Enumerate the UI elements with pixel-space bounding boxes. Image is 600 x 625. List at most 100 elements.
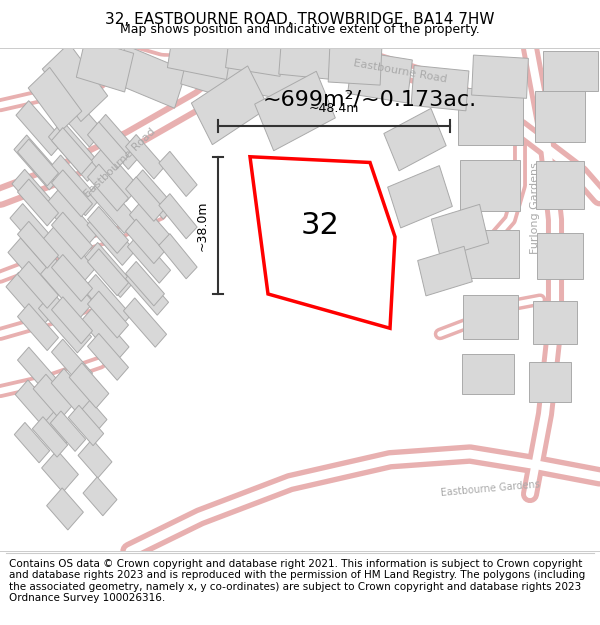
Polygon shape	[388, 166, 452, 228]
Text: Eastbourne Road: Eastbourne Road	[82, 126, 158, 199]
Polygon shape	[33, 374, 73, 419]
Polygon shape	[460, 159, 520, 211]
Polygon shape	[279, 40, 331, 79]
Polygon shape	[88, 122, 128, 169]
Polygon shape	[167, 28, 233, 79]
Polygon shape	[17, 347, 59, 394]
Polygon shape	[536, 161, 584, 209]
Polygon shape	[89, 178, 137, 233]
Polygon shape	[73, 397, 107, 436]
Polygon shape	[83, 477, 117, 516]
Polygon shape	[431, 204, 488, 258]
Polygon shape	[537, 233, 583, 279]
Text: 32, EASTBOURNE ROAD, TROWBRIDGE, BA14 7HW: 32, EASTBOURNE ROAD, TROWBRIDGE, BA14 7H…	[105, 12, 495, 27]
Polygon shape	[52, 339, 92, 386]
Polygon shape	[68, 405, 104, 446]
Polygon shape	[50, 86, 104, 147]
Polygon shape	[6, 272, 54, 327]
Polygon shape	[125, 261, 164, 306]
Polygon shape	[41, 450, 79, 493]
Polygon shape	[28, 68, 82, 132]
Polygon shape	[88, 206, 128, 253]
Polygon shape	[130, 202, 173, 251]
Polygon shape	[83, 274, 131, 329]
Polygon shape	[127, 234, 170, 283]
Polygon shape	[85, 242, 133, 298]
Polygon shape	[44, 189, 98, 250]
Polygon shape	[226, 31, 284, 76]
Polygon shape	[12, 169, 60, 224]
Polygon shape	[462, 354, 514, 394]
Polygon shape	[52, 213, 92, 259]
Polygon shape	[463, 295, 517, 339]
Polygon shape	[17, 179, 59, 226]
Polygon shape	[8, 238, 56, 293]
Polygon shape	[52, 297, 92, 344]
Polygon shape	[10, 204, 58, 259]
Polygon shape	[113, 45, 187, 108]
Polygon shape	[43, 224, 95, 284]
Text: 32: 32	[301, 211, 340, 240]
Polygon shape	[32, 417, 68, 457]
Polygon shape	[461, 230, 519, 278]
Polygon shape	[93, 114, 141, 169]
Polygon shape	[458, 88, 523, 146]
Polygon shape	[418, 246, 472, 296]
Polygon shape	[88, 249, 128, 296]
Polygon shape	[254, 71, 335, 151]
Polygon shape	[88, 333, 128, 380]
Polygon shape	[15, 380, 55, 425]
Polygon shape	[124, 298, 167, 348]
Polygon shape	[88, 164, 128, 211]
Polygon shape	[50, 411, 86, 451]
Polygon shape	[328, 46, 382, 85]
Polygon shape	[125, 177, 164, 221]
Polygon shape	[43, 43, 107, 122]
Polygon shape	[159, 194, 197, 239]
Polygon shape	[38, 292, 92, 353]
Text: ~48.4m: ~48.4m	[309, 102, 359, 115]
Polygon shape	[47, 488, 83, 530]
Text: Contains OS data © Crown copyright and database right 2021. This information is : Contains OS data © Crown copyright and d…	[9, 559, 585, 603]
Text: ~699m²/~0.173ac.: ~699m²/~0.173ac.	[263, 89, 477, 109]
Text: ~38.0m: ~38.0m	[196, 200, 209, 251]
Polygon shape	[159, 234, 197, 279]
Polygon shape	[81, 306, 129, 361]
Polygon shape	[40, 258, 94, 319]
Polygon shape	[384, 108, 446, 171]
Polygon shape	[542, 51, 598, 91]
Polygon shape	[14, 135, 62, 190]
Polygon shape	[411, 66, 469, 111]
Polygon shape	[17, 261, 59, 308]
Text: Eastbourne Road: Eastbourne Road	[352, 58, 448, 84]
Polygon shape	[88, 291, 128, 338]
Polygon shape	[529, 362, 571, 402]
Polygon shape	[46, 155, 100, 216]
Polygon shape	[131, 170, 175, 219]
Polygon shape	[52, 254, 92, 301]
Polygon shape	[535, 91, 585, 142]
Polygon shape	[52, 127, 92, 174]
Polygon shape	[472, 55, 529, 98]
Polygon shape	[78, 439, 112, 478]
Polygon shape	[125, 134, 164, 179]
Polygon shape	[250, 157, 395, 328]
Text: Eastbourne Gardens: Eastbourne Gardens	[440, 479, 540, 498]
Polygon shape	[51, 369, 91, 414]
Polygon shape	[347, 51, 412, 103]
Polygon shape	[247, 49, 313, 104]
Polygon shape	[52, 170, 92, 217]
Polygon shape	[87, 211, 135, 266]
Polygon shape	[17, 221, 59, 268]
Polygon shape	[191, 66, 269, 144]
Polygon shape	[76, 39, 134, 92]
Polygon shape	[125, 219, 164, 264]
Polygon shape	[49, 121, 101, 181]
Polygon shape	[69, 362, 109, 408]
Text: Furlong Gardens: Furlong Gardens	[530, 162, 540, 254]
Polygon shape	[17, 139, 59, 186]
Text: Map shows position and indicative extent of the property.: Map shows position and indicative extent…	[120, 23, 480, 36]
Polygon shape	[533, 301, 577, 344]
Polygon shape	[181, 38, 259, 104]
Polygon shape	[91, 146, 139, 201]
